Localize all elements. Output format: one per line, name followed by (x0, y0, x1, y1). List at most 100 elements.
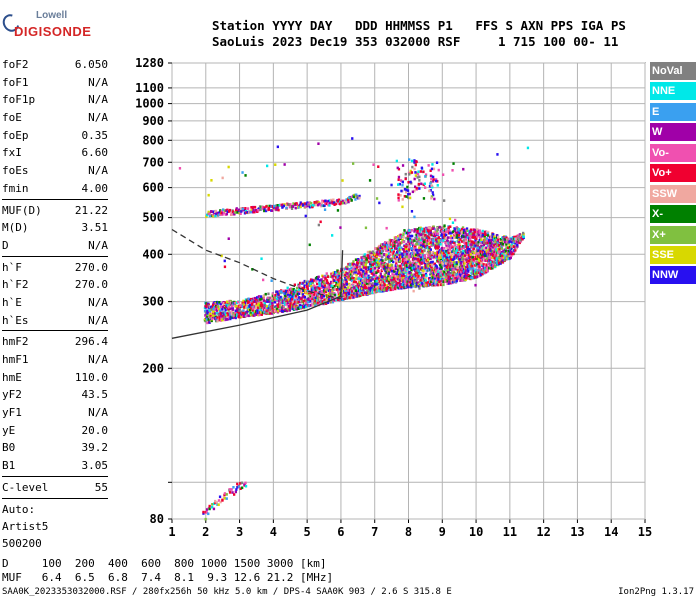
echo-point (354, 267, 357, 270)
echo-point (325, 279, 329, 283)
param-row: foEs N/A (2, 162, 108, 180)
echo-point (423, 267, 426, 271)
echo-point (415, 283, 418, 286)
echo-point (258, 313, 261, 317)
echo-point (249, 301, 253, 304)
echo-point (467, 262, 470, 266)
auto-line: Artist5 (2, 519, 49, 533)
echo-point (351, 268, 355, 272)
param-value: N/A (88, 295, 108, 309)
echo-point (435, 232, 438, 235)
echo-point (433, 197, 436, 201)
echo-point (367, 256, 370, 260)
echo-point (371, 250, 374, 253)
echo-point (474, 249, 477, 253)
echo-point (423, 239, 427, 242)
param-row: fxI 6.60 (2, 144, 108, 162)
echo-point (437, 283, 440, 286)
echo-point (392, 250, 395, 253)
echo-point (449, 264, 452, 267)
echo-point (434, 237, 437, 240)
echo-point (438, 262, 441, 265)
echo-point (402, 263, 405, 267)
echo-point (407, 240, 410, 243)
echo-point (349, 273, 353, 276)
echo-point (378, 289, 381, 293)
echo-point (206, 313, 209, 317)
echo-point (457, 268, 460, 271)
echo-point (266, 309, 269, 312)
echo-point (370, 272, 373, 275)
echo-point (383, 275, 387, 279)
param-name: yE (2, 423, 16, 437)
echo-point (463, 278, 466, 282)
echo-point (445, 256, 448, 260)
echo-point (292, 287, 295, 291)
echo-point (475, 256, 478, 260)
echo-point (458, 227, 461, 231)
echo-point (446, 239, 449, 243)
echo-point (420, 283, 423, 287)
echo-point (260, 313, 263, 316)
echo-point (507, 252, 510, 256)
y-tick-label: 400 (142, 247, 164, 261)
echo-point (379, 283, 382, 287)
echo-point (324, 288, 327, 291)
echo-point (453, 261, 456, 264)
echo-point (472, 245, 475, 249)
echo-point (337, 293, 340, 296)
echo-point (246, 314, 249, 317)
echo-point (379, 287, 382, 290)
echo-point (413, 252, 416, 255)
echo-point (352, 260, 355, 263)
echo-point (422, 232, 425, 235)
echo-point (289, 296, 293, 299)
echo-point (303, 297, 306, 300)
param-value: 3.51 (81, 221, 109, 235)
echo-point (313, 296, 316, 300)
echo-point (416, 229, 419, 233)
logo-digisonde-text: DIGISONDE (14, 24, 92, 39)
echo-point (477, 233, 481, 237)
param-value: N/A (88, 75, 108, 89)
echo-point (368, 279, 371, 282)
x-tick-label: 15 (638, 525, 652, 539)
param-name: foF1 (2, 75, 29, 89)
echo-point (497, 243, 501, 247)
echo-point (305, 299, 308, 302)
echo-point (466, 236, 469, 239)
echo-point (449, 241, 453, 245)
echo-point (453, 257, 456, 260)
echo-point (448, 259, 451, 263)
echo-point (253, 210, 256, 214)
echo-point (472, 258, 475, 261)
echo-point (450, 237, 453, 240)
echo-point (467, 251, 470, 254)
echo-point (448, 249, 451, 253)
echo-point (311, 281, 315, 284)
echo-point (319, 282, 322, 286)
echo-point (380, 258, 383, 262)
echo-point (429, 189, 432, 192)
echo-point (249, 297, 253, 301)
echo-point (482, 233, 485, 237)
echo-point (442, 280, 445, 283)
echo-point (369, 284, 372, 287)
echo-point (226, 312, 229, 315)
echo-point (518, 241, 521, 245)
echo-point (461, 279, 464, 282)
echo-point (486, 234, 490, 237)
echo-point (386, 284, 389, 287)
echo-point (249, 312, 253, 315)
echo-point (289, 294, 292, 297)
echo-point (273, 309, 277, 313)
echo-point (481, 255, 484, 259)
echo-point (449, 245, 452, 248)
echo-point (485, 237, 489, 240)
echo-point (514, 237, 518, 241)
y-tick-label: 1100 (135, 81, 164, 95)
echo-point (231, 316, 234, 320)
echo-point (417, 234, 420, 237)
echo-point (457, 275, 460, 278)
echo-point (413, 230, 416, 233)
